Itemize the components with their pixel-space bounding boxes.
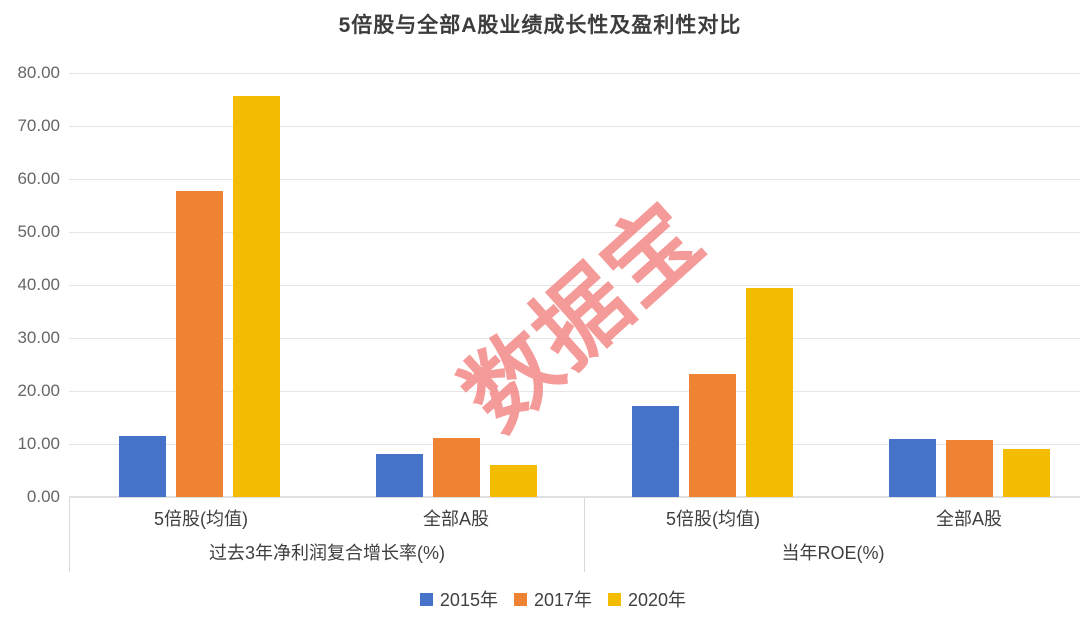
bar-2020年-cluster1 bbox=[233, 96, 280, 497]
gridline-30 bbox=[69, 338, 1080, 339]
gridline-10 bbox=[69, 444, 1080, 445]
gridline-80 bbox=[69, 73, 1080, 74]
y-tick-label: 0.00 bbox=[26, 487, 60, 506]
legend-label-2017: 2017年 bbox=[533, 590, 593, 610]
y-tick-label: 80.00 bbox=[17, 63, 60, 82]
bar-cluster-2 bbox=[376, 438, 537, 497]
bar-2017年-cluster1 bbox=[176, 191, 223, 497]
legend: 2015年 2017年 2020年 bbox=[0, 586, 1080, 612]
y-tick-label: 50.00 bbox=[17, 222, 60, 241]
bar-2017年-cluster4 bbox=[946, 440, 993, 497]
bar-2015年-cluster1 bbox=[119, 436, 166, 497]
category-label-g1-c2: 全部A股 bbox=[422, 509, 490, 529]
y-tick-label: 40.00 bbox=[17, 275, 60, 294]
bar-2015年-cluster4 bbox=[889, 439, 936, 497]
gridline-40 bbox=[69, 285, 1080, 286]
bar-2020年-cluster2 bbox=[490, 465, 537, 497]
bar-2015年-cluster3 bbox=[632, 406, 679, 497]
category-label-g2-c2: 全部A股 bbox=[935, 509, 1003, 529]
gridline-20 bbox=[69, 391, 1080, 392]
bar-2017年-cluster3 bbox=[689, 374, 736, 497]
y-tick-label: 30.00 bbox=[17, 328, 60, 347]
gridline-50 bbox=[69, 232, 1080, 233]
legend-swatch-2017-icon bbox=[513, 592, 527, 606]
legend-swatch-2015-icon bbox=[419, 592, 433, 606]
bar-cluster-3 bbox=[632, 288, 793, 497]
plot-area bbox=[69, 73, 1080, 498]
legend-swatch-2020-icon bbox=[608, 592, 622, 606]
group-label-roe: 当年ROE(%) bbox=[781, 543, 885, 563]
bar-2017年-cluster2 bbox=[433, 438, 480, 497]
category-label-g2-c1: 5倍股(均值) bbox=[666, 509, 760, 529]
y-tick-label: 60.00 bbox=[17, 169, 60, 188]
bar-2015年-cluster2 bbox=[376, 454, 423, 497]
bar-cluster-4 bbox=[889, 439, 1050, 497]
y-tick-label: 70.00 bbox=[17, 116, 60, 135]
legend-item-2020: 2020年 bbox=[608, 586, 686, 612]
bar-2020年-cluster4 bbox=[1003, 449, 1050, 497]
legend-item-2017: 2017年 bbox=[513, 586, 593, 612]
group-divider-line bbox=[584, 497, 585, 572]
x-axis-baseline bbox=[69, 496, 1080, 498]
legend-label-2015: 2015年 bbox=[439, 590, 498, 610]
legend-label-2020: 2020年 bbox=[628, 590, 687, 610]
category-label-g1-c1: 5倍股(均值) bbox=[154, 509, 248, 529]
group-label-growth: 过去3年净利润复合增长率(%) bbox=[208, 543, 446, 563]
category-axis-band: 5倍股(均值) 全部A股 5倍股(均值) 全部A股 过去3年净利润复合增长率(%… bbox=[69, 497, 1080, 572]
bar-2020年-cluster3 bbox=[746, 288, 793, 497]
y-tick-label: 20.00 bbox=[17, 381, 60, 400]
chart-title: 5倍股与全部A股业绩成长性及盈利性对比 bbox=[338, 14, 742, 37]
legend-item-2015: 2015年 bbox=[419, 586, 498, 612]
y-tick-label: 10.00 bbox=[17, 434, 60, 453]
bar-cluster-1 bbox=[119, 96, 280, 497]
gridline-60 bbox=[69, 179, 1080, 180]
gridline-70 bbox=[69, 126, 1080, 127]
